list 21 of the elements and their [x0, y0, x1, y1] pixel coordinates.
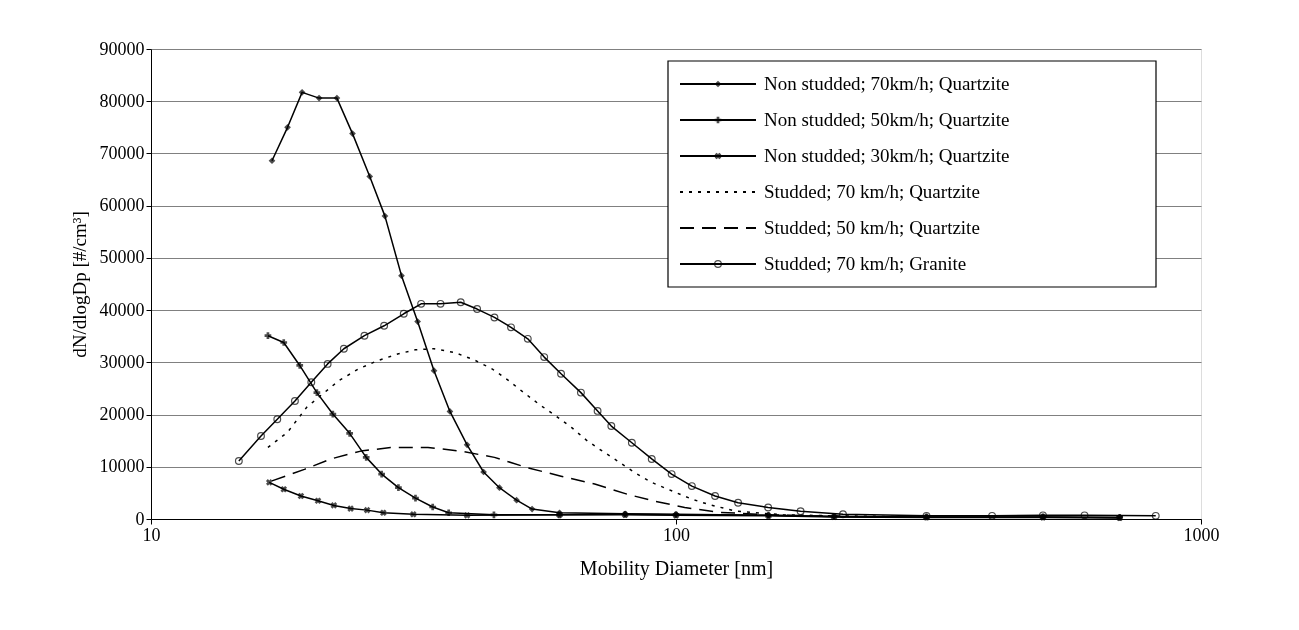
legend-label: Studded; 70 km/h; Quartzite: [764, 181, 980, 202]
y-tick-label: 80000: [99, 90, 145, 111]
y-tick-label: 60000: [99, 195, 145, 216]
x-axis-title: Mobility Diameter [nm]: [579, 556, 774, 580]
legend-label: Non studded; 70km/h; Quartzite: [764, 73, 1010, 94]
y-tick-label: 40000: [99, 299, 145, 320]
y-tick-label: 0: [135, 508, 145, 529]
x-tick-label: 1000: [1183, 524, 1220, 545]
legend-label: Studded; 70 km/h; Granite: [764, 253, 967, 274]
y-tick-label: 90000: [99, 38, 145, 59]
legend-label: Studded; 50 km/h; Quartzite: [764, 217, 980, 238]
legend-label: Non studded; 50km/h; Quartzite: [764, 109, 1010, 130]
y-axis-title: dN/dlogDp [#/cm³]: [68, 211, 90, 358]
y-tick-label: 20000: [99, 404, 145, 425]
y-tick-label: 50000: [99, 247, 145, 268]
x-tick-label: 100: [663, 524, 690, 545]
legend-label: Non studded; 30km/h; Quartzite: [764, 145, 1010, 166]
y-tick-label: 30000: [99, 351, 145, 372]
x-tick-label: 10: [142, 524, 161, 545]
y-tick-label: 10000: [99, 456, 145, 477]
y-tick-label: 70000: [99, 142, 145, 163]
